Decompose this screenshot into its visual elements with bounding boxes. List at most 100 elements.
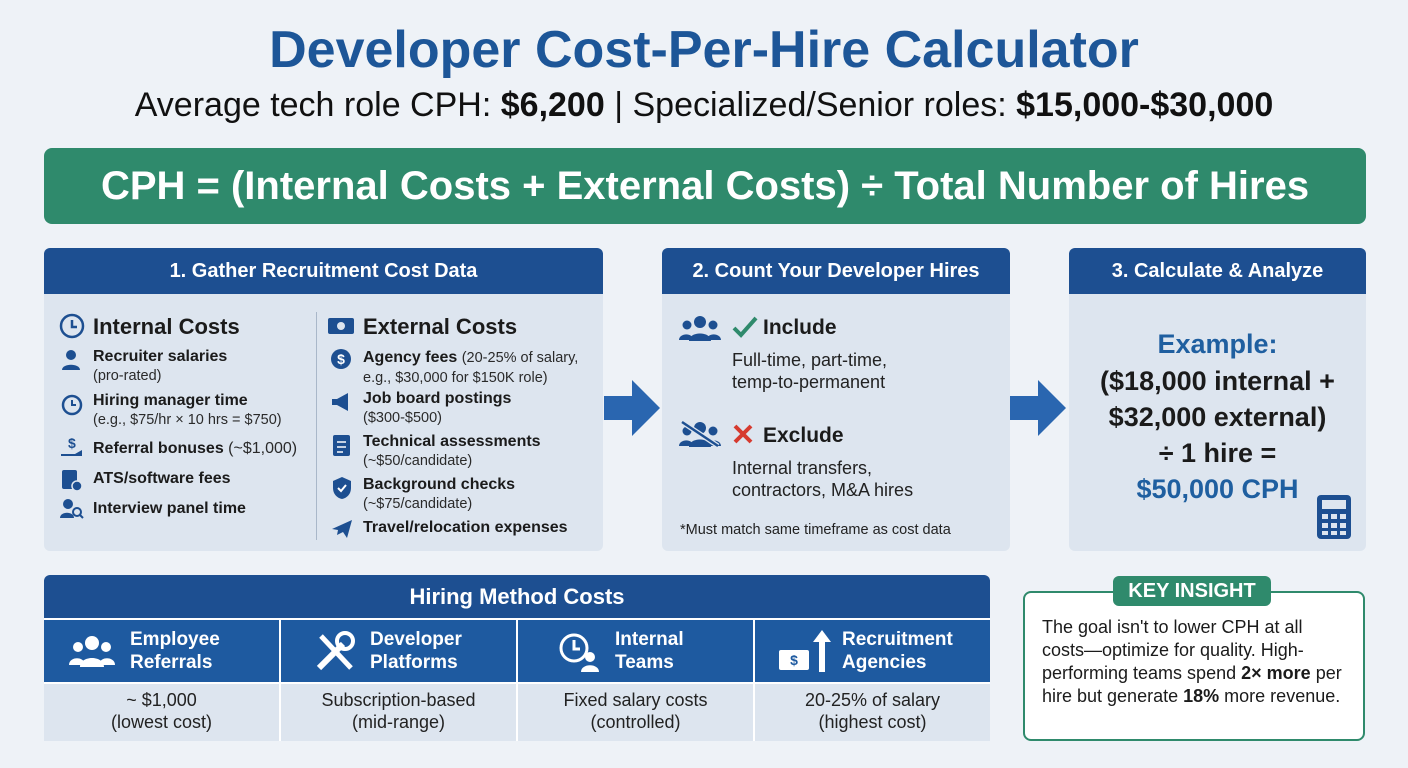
cost-line: ~ $1,000 [126,690,197,710]
internal-heading: Internal Costs [93,314,240,339]
text-line: Internal transfers, [732,458,873,478]
example-line: Example: [1157,329,1278,359]
insight-text: The goal isn't to lower CPH at all costs… [1042,616,1348,708]
cost-line: (controlled) [590,712,681,732]
method-header: Developer Platforms [281,620,516,682]
item-note: (e.g., $75/hr × 10 hrs = $750) [93,412,282,428]
tools-icon [316,631,355,671]
example-line: $32,000 external) [1108,402,1327,432]
arrow [1010,380,1066,436]
team-icon [679,316,721,341]
item-note: (~$1,000) [228,440,298,457]
plane-icon [332,520,352,538]
method-header: Internal Teams [518,620,753,682]
item-label: Job board postings [363,390,512,407]
checklist-icon [333,435,350,456]
average-cph: $6,200 [500,86,605,124]
name-line: Recruitment [842,629,953,650]
clock-person-icon [559,633,599,672]
dollar-icon: $ [331,349,351,369]
item-note: ($300-$500) [363,410,442,426]
arrow [604,380,660,436]
example-line: ($18,000 internal + [1100,366,1335,396]
item-note: (~$50/candidate) [363,453,473,469]
item: Referral bonuses (~$1,000) [93,440,297,458]
money-icon [328,318,354,334]
external-heading: External Costs [363,314,518,339]
step1-title: 1. Gather Recruitment Cost Data [44,248,603,294]
footnote: *Must match same timeframe as cost data [680,522,951,538]
money-growth-icon: $ [779,630,831,672]
exclude-text: Internal transfers, contractors, M&A hire… [732,457,913,501]
check-icon [732,316,758,338]
example-result: $50,000 CPH [1136,474,1299,504]
text: The goal isn't to lower CPH at all costs… [1042,617,1304,683]
text-line: Full-time, part-time, [732,350,888,370]
method-name: Developer Platforms [370,628,462,674]
item-label: Recruiter salaries [93,348,228,365]
item-note: (~$75/candidate) [363,496,473,512]
name-line: Platforms [370,652,458,673]
clock-icon [59,313,85,339]
name-line: Developer [370,629,462,650]
item-label: Hiring manager time [93,392,248,409]
methods-title: Hiring Method Costs [44,575,990,618]
subtitle-separator: | Specialized/Senior roles: [614,86,1007,124]
method-header: $ Recruitment Agencies [755,620,990,682]
step3-panel: 3. Calculate & Analyze [1069,248,1366,551]
team-icon [69,636,115,667]
subtitle-lead: Average tech role CPH: [134,86,492,124]
item: Agency fees (20-25% of salary, e.g., $30… [363,348,593,388]
hand-dollar-icon: $ [61,436,82,456]
formula: CPH = (Internal Costs + External Costs) … [44,148,1366,224]
megaphone-icon [332,393,348,411]
include-text: Full-time, part-time, temp-to-permanent [732,349,887,393]
method-name: Internal Teams [615,628,684,674]
method-name: Recruitment Agencies [842,628,953,674]
team-crossed-icon [679,420,721,448]
document-icon [62,470,82,492]
name-line: Employee [130,629,220,650]
step1-panel: 1. Gather Recruitment Cost Data [44,248,603,551]
step2-panel: 2. Count Your Developer Hires [662,248,1010,551]
svg-text:$: $ [337,351,345,367]
cost-line: (mid-range) [351,712,446,732]
person-icon [62,350,80,370]
subtitle: Average tech role CPH: $6,200 | Speciali… [0,86,1408,125]
include-heading: Include [763,316,837,339]
cross-icon [733,424,753,444]
text: more revenue. [1224,686,1341,706]
name-line: Teams [615,652,674,673]
item-label: Referral bonuses [93,440,224,457]
method-cost: Fixed salary costs (controlled) [518,684,753,741]
item-label: Agency fees [363,349,458,366]
item-note: (pro-rated) [93,368,162,384]
insight-box [1023,591,1365,741]
text-line: temp-to-permanent [732,372,886,392]
step3-title: 3. Calculate & Analyze [1069,248,1366,294]
exclude-heading: Exclude [763,424,844,447]
cost-line: (highest cost) [818,712,927,732]
item-note: (20-25% of salary, e.g., $30,000 for $15… [363,350,579,386]
divider [316,312,317,540]
alarm-icon [61,394,83,416]
name-line: Internal [615,629,684,650]
method-header: Employee Referrals [44,620,279,682]
method-cost: ~ $1,000 (lowest cost) [44,684,279,741]
step2-title: 2. Count Your Developer Hires [662,248,1010,294]
text: per hire but generate [1042,663,1342,706]
item-label: Technical assessments [363,433,541,450]
senior-range: $15,000-$30,000 [1016,86,1274,124]
title: Developer Cost-Per-Hire Calculator [269,21,1139,79]
cost-line: Fixed salary costs [563,690,708,710]
method-cost: Subscription-based (mid-range) [281,684,516,741]
shield-icon [333,477,351,499]
item-label: Interview panel time [93,500,246,517]
item-label: Background checks [363,476,516,493]
search-person-icon [60,499,84,519]
method-cost: 20-25% of salary (highest cost) [755,684,990,741]
svg-text:$: $ [68,436,76,451]
svg-text:$: $ [790,652,798,668]
item-label: ATS/software fees [93,470,231,487]
